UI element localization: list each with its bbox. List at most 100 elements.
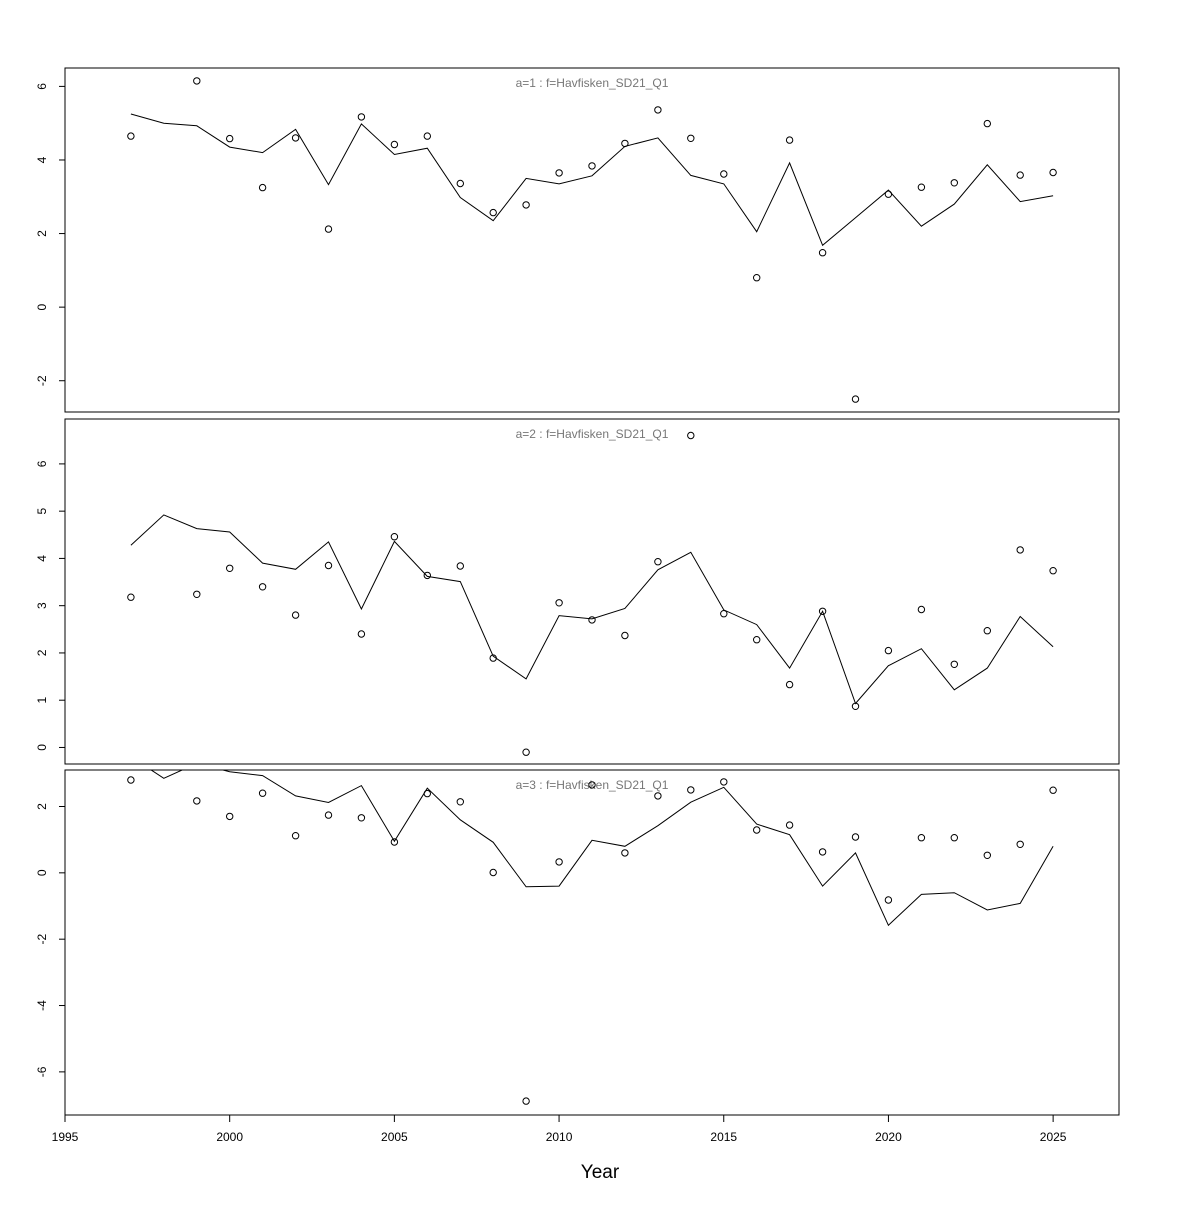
panel-3-obs-point [884, 896, 893, 904]
panel-1-obs-point [127, 132, 135, 140]
panel-2-obs-point [324, 561, 333, 570]
panel-3-obs-point [193, 797, 201, 805]
x-tick-label: 2010 [546, 1130, 573, 1144]
panel-1-obs-point [818, 249, 827, 257]
panel-3-obs-point [522, 1097, 530, 1105]
panel-2-obs-point [390, 533, 399, 541]
panel-1-obs-point [753, 274, 761, 282]
panel-2-y-tick-label: 4 [35, 555, 49, 562]
panel-1-obs-point [1016, 171, 1024, 179]
panel-2-obs-point [720, 610, 728, 618]
panel-3-obs-point [291, 832, 300, 840]
panel-2-obs-point [258, 583, 267, 591]
panel-1-obs-point [983, 119, 991, 128]
panel-1-obs-point [687, 134, 695, 143]
panel-3-obs-point [621, 849, 629, 857]
panel-2-obs-point [753, 636, 761, 644]
panel-2-obs-point [555, 599, 563, 607]
panel-1-obs-point [324, 225, 333, 233]
panel-3-obs-point [654, 792, 662, 800]
panel-3-obs-point [983, 851, 991, 859]
panel-1-obs-point [423, 132, 431, 140]
panel-3-obs-point [489, 868, 497, 877]
panel-2-obs-point [785, 680, 794, 689]
panel-1-obs-point [1049, 168, 1057, 177]
panel-3-obs-point [753, 826, 761, 834]
panel-2-obs-point [983, 627, 991, 635]
panel-3-y-tick-label: 2 [35, 803, 49, 810]
panel-1-obs-point [555, 169, 563, 177]
x-tick-label: 1995 [52, 1130, 79, 1144]
panel-3-obs-point [950, 834, 958, 842]
panel-1-obs-point [950, 179, 958, 187]
panel-1-obs-point [258, 183, 267, 192]
panel-2-obs-point [193, 590, 201, 598]
panel-1-obs-point [226, 134, 234, 143]
panel-1-y-tick-label: 0 [35, 303, 49, 310]
panel-3-y-tick-label: -2 [35, 934, 49, 945]
panel-3-obs-point [456, 798, 464, 806]
panel-2-fit-line [130, 514, 1054, 705]
panel-3-obs-point [127, 776, 135, 784]
panel-1-fit-line [130, 113, 1054, 247]
x-axis-label: Year [581, 1162, 620, 1183]
panel-1-obs-point [193, 77, 201, 85]
panel-1-obs-point [357, 113, 366, 121]
panel-3-frame [64, 769, 1120, 1116]
panel-3-obs-point [851, 833, 860, 841]
panel-3-obs-point [324, 811, 333, 819]
panel-1-obs-point [785, 136, 794, 144]
panel-3-y-tick-label: 0 [35, 869, 49, 876]
panel-3-title: a=3 : f=Havfisken_SD21_Q1 [516, 778, 669, 792]
panel-3-obs-point [1016, 840, 1024, 848]
panel-2-obs-point [917, 605, 926, 614]
panel-1-obs-point [654, 106, 662, 114]
panel-2-obs-point [522, 748, 530, 756]
x-tick-label: 2005 [381, 1130, 408, 1144]
panel-2-y-tick-label: 5 [35, 508, 49, 515]
panel-2-obs-point [621, 631, 629, 640]
panel-2-obs-point [423, 571, 431, 580]
panel-2-obs-point [1049, 567, 1057, 575]
panel-2-obs-point [127, 593, 135, 601]
panel-1-y-tick-label: 6 [35, 83, 49, 90]
panel-1-obs-point [588, 162, 596, 170]
panel-2-obs-point [1016, 546, 1024, 554]
panel-1-obs-point [390, 140, 399, 149]
panel-2-y-tick-label: 6 [35, 460, 49, 467]
panel-1-obs-point [456, 179, 464, 188]
panel-1-obs-point [851, 395, 860, 403]
panel-3-obs-point [588, 781, 596, 789]
x-tick-label: 2020 [875, 1130, 902, 1144]
panel-2-frame [64, 418, 1120, 765]
panel-3-obs-point [818, 848, 827, 856]
panel-3-obs-point [720, 778, 728, 786]
panel-1-obs-point [489, 208, 497, 217]
panel-3-obs-point [390, 838, 399, 846]
panel-3-obs-point [555, 858, 563, 866]
panel-1-obs-point [917, 183, 926, 191]
panel-1-frame [64, 67, 1120, 413]
panel-2-obs-point [884, 646, 893, 655]
x-tick-label: 2025 [1040, 1130, 1067, 1144]
panel-1-obs-point [720, 170, 728, 178]
panel-1-y-tick-label: 4 [35, 156, 49, 163]
panel-1-obs-point [291, 134, 300, 142]
panel-1-title: a=1 : f=Havfisken_SD21_Q1 [516, 76, 669, 90]
panel-1-y-tick-label: -2 [35, 375, 49, 386]
panel-3-obs-point [1049, 786, 1057, 794]
panel-2-obs-point [456, 562, 464, 570]
panel-2-obs-point [226, 564, 234, 572]
x-tick-label: 2000 [216, 1130, 243, 1144]
panel-2-obs-point [588, 616, 596, 624]
panel-2-obs-point [818, 607, 827, 615]
x-tick-label: 2015 [710, 1130, 737, 1144]
panel-3-obs-point [785, 821, 794, 829]
panel-3-y-tick-label: -6 [35, 1066, 49, 1077]
panel-2-obs-point [687, 431, 695, 440]
panel-3-obs-point [258, 789, 267, 797]
panel-3-obs-point [687, 786, 695, 794]
panel-2-y-tick-label: 2 [35, 649, 49, 656]
panel-2-obs-point [357, 630, 366, 638]
